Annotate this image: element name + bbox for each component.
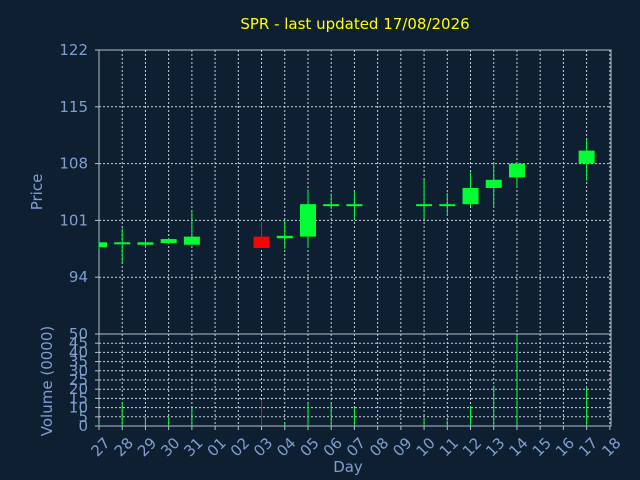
volume-tick-label: 25 — [69, 371, 88, 389]
candle-body — [276, 235, 293, 239]
volume-tick-label: 5 — [78, 408, 88, 426]
candle-body — [578, 150, 595, 164]
volume-tick-label: 15 — [69, 389, 88, 407]
price-tick-labels: 94 101 108 115 122 — [59, 41, 99, 286]
candle-body — [508, 163, 525, 178]
candle-body — [253, 236, 270, 248]
price-grid — [98, 49, 611, 334]
price-axis-label: Price — [28, 174, 46, 211]
candle-body — [99, 242, 107, 248]
volume-tick-label: 30 — [69, 362, 88, 380]
volume-tick-label: 20 — [69, 380, 88, 398]
volume-tick-label: 50 — [69, 325, 88, 343]
candle-body — [439, 204, 456, 207]
volume-tick-label: 40 — [69, 343, 88, 361]
candle-body — [183, 236, 200, 245]
volume-tick-label: 35 — [69, 353, 88, 371]
price-tick-label: 94 — [69, 268, 88, 286]
price-tick-label: 101 — [59, 211, 88, 229]
candle-body — [485, 179, 502, 188]
candle-body — [416, 204, 433, 207]
candle-body — [323, 204, 340, 207]
candle-body — [114, 242, 131, 245]
x-axis-label: Day — [333, 458, 363, 476]
day-tick-labels: 2728293031010203040506070809101112131415… — [88, 426, 625, 460]
candle-body — [346, 204, 363, 207]
price-tick-label: 115 — [59, 98, 88, 116]
volume-tick-label: 10 — [69, 399, 88, 417]
candle-body — [137, 242, 154, 245]
chart-title: SPR - last updated 17/08/2026 — [240, 15, 469, 33]
volume-tick-label: 45 — [69, 334, 88, 352]
volume-grid — [98, 334, 611, 426]
volume-axis-label: Volume (0000) — [38, 326, 56, 436]
candle-body — [299, 204, 316, 237]
candle-body — [160, 239, 177, 244]
day-tick-label: 18 — [598, 434, 624, 460]
candles-layer — [98, 139, 595, 263]
volume-bars-layer — [98, 335, 588, 426]
price-panel-frame — [98, 49, 612, 335]
price-tick-label: 122 — [59, 41, 88, 59]
volume-tick-label: 0 — [78, 417, 88, 435]
candle-body — [462, 187, 479, 205]
price-tick-label: 108 — [59, 155, 88, 173]
